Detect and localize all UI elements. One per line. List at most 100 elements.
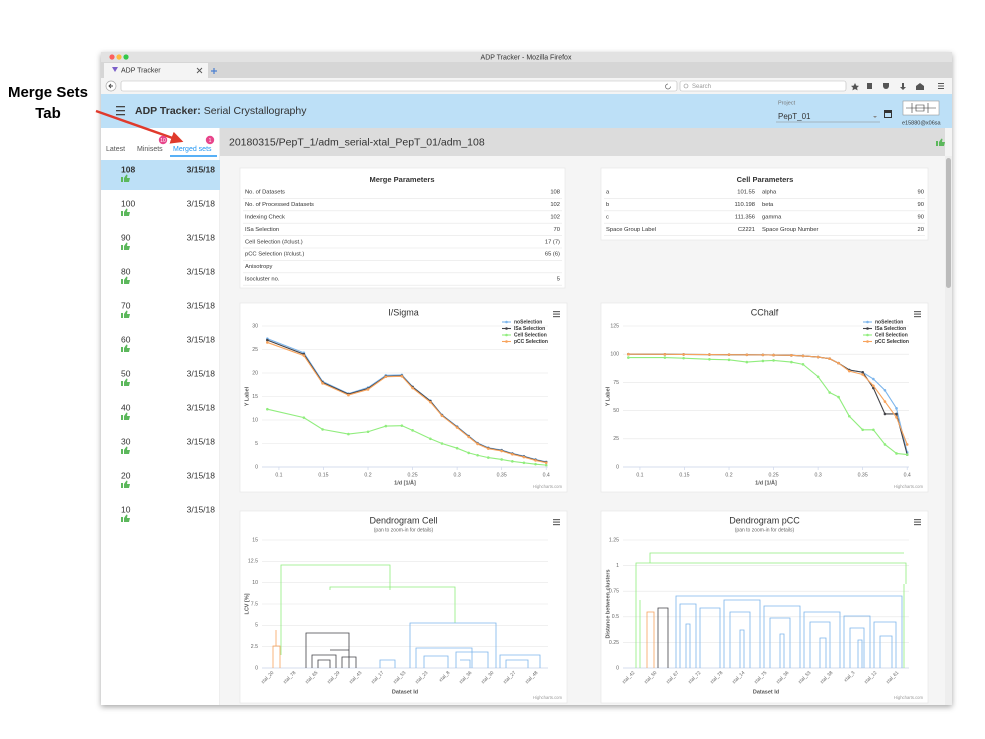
legend-entry[interactable]: pCC Selection [875, 339, 909, 345]
x-tick-label: 0.4 [904, 472, 911, 478]
tab-close[interactable] [196, 67, 203, 74]
data-point [321, 428, 324, 431]
data-point [266, 338, 269, 342]
approve-icon[interactable] [121, 446, 130, 455]
hamburger[interactable] [116, 106, 125, 116]
scrollbar-thumb[interactable] [946, 158, 951, 288]
approve-icon[interactable] [121, 412, 130, 421]
data-point [682, 353, 685, 356]
legend-entry[interactable]: ISa Selection [514, 326, 545, 332]
y-tick-label: 15 [252, 394, 258, 400]
approve-icon[interactable] [121, 310, 130, 319]
data-point [476, 453, 479, 457]
scrollbar[interactable] [945, 156, 952, 705]
pocket-icon[interactable] [883, 83, 889, 89]
param-label: Anisotropy [245, 264, 272, 270]
selected-item [101, 160, 220, 190]
data-point [411, 429, 414, 432]
sidebar-tab[interactable]: Merged sets [173, 146, 212, 153]
data-point [347, 432, 350, 436]
approve-icon[interactable] [121, 514, 130, 523]
data-point [467, 451, 471, 455]
url-field[interactable] [120, 80, 678, 92]
approve-icon[interactable] [121, 378, 130, 387]
approve-icon[interactable] [121, 480, 130, 489]
approve-icon[interactable] [121, 208, 130, 217]
chart-menu[interactable] [551, 517, 562, 526]
data-point [895, 407, 898, 410]
search-field[interactable] [679, 80, 847, 92]
param-value: 90 [918, 215, 924, 221]
approve-icon[interactable] [121, 174, 130, 183]
data-point [429, 400, 432, 404]
param-label: Cell Selection (#clust.) [245, 239, 303, 245]
param-value: 102 [550, 202, 560, 208]
reload-icon[interactable] [665, 83, 671, 90]
chart-menu-bar [914, 519, 921, 521]
data-point [544, 463, 548, 467]
legend-entry[interactable]: Cell Selection [875, 333, 908, 339]
merged-set-date: 3/15/18 [187, 198, 216, 208]
approve-icon[interactable] [121, 276, 130, 285]
bookmark-icon[interactable] [851, 83, 859, 91]
chart-menu[interactable] [551, 309, 562, 318]
library-icon[interactable] [867, 83, 872, 89]
legend-entry[interactable]: pCC Selection [514, 339, 548, 345]
data-point [790, 354, 793, 357]
legend-entry[interactable]: Cell Selection [514, 333, 547, 339]
home-icon[interactable] [916, 83, 924, 90]
dendrogram-cell-tree [272, 564, 541, 668]
data-point [761, 353, 765, 357]
y-tick-label: 7.5 [251, 601, 258, 607]
y-tick-label: 15 [252, 537, 258, 543]
param-value: 17 (7) [545, 239, 560, 245]
chart-credits: Highcharts.com [894, 484, 924, 489]
menu-icon[interactable] [938, 83, 944, 84]
data-point [872, 428, 875, 432]
path-approve-icon[interactable] [936, 138, 945, 147]
legend-entry[interactable]: noSelection [514, 320, 542, 326]
chart-subtitle: (pan to zoom-in for details) [374, 527, 434, 533]
chart-menu[interactable] [912, 517, 923, 526]
download-icon[interactable] [900, 83, 906, 90]
data-point [816, 375, 820, 379]
x-tick-label: 0.2 [364, 472, 371, 478]
y-axis-label: LCV [%] [244, 593, 250, 614]
minimize-button[interactable] [116, 54, 122, 60]
data-point [467, 435, 471, 439]
close-button[interactable] [109, 54, 115, 60]
approve-icon[interactable] [121, 344, 130, 353]
data-point [790, 360, 793, 364]
tab[interactable] [104, 63, 208, 78]
legend-entry[interactable]: ISa Selection [875, 326, 906, 332]
sidebar-tab[interactable]: Minisets [137, 146, 163, 153]
y-tick-label: 30 [252, 323, 258, 329]
param-value: 20 [918, 227, 924, 233]
new-tab[interactable] [211, 68, 217, 74]
maximize-button[interactable] [123, 54, 129, 60]
legend-entry[interactable]: noSelection [875, 320, 903, 326]
data-point [872, 377, 875, 381]
param-label: alpha [762, 190, 777, 196]
data-point [828, 357, 832, 361]
approve-icon[interactable] [121, 242, 130, 251]
data-point [384, 424, 388, 428]
data-point [848, 369, 851, 373]
data-point [440, 414, 444, 418]
param-label: a [606, 190, 610, 196]
data-point [772, 359, 775, 362]
merged-set-id: 100 [121, 198, 135, 208]
sidebar-tab[interactable]: Latest [106, 146, 125, 153]
chart-subtitle: (pan to zoom-in for details) [735, 527, 795, 533]
data-point [500, 449, 503, 453]
param-label: gamma [762, 215, 782, 221]
tab-badge [158, 135, 168, 145]
data-point [522, 461, 526, 465]
x-tick-label: 0.35 [497, 472, 507, 478]
y-tick-label: 50 [613, 408, 619, 414]
param-value: 5 [557, 277, 560, 283]
chart-menu[interactable] [912, 309, 923, 318]
data-point [883, 443, 887, 446]
project-select[interactable]: PepT_01 [778, 112, 811, 121]
tab-badge-count: 10 [160, 138, 166, 144]
